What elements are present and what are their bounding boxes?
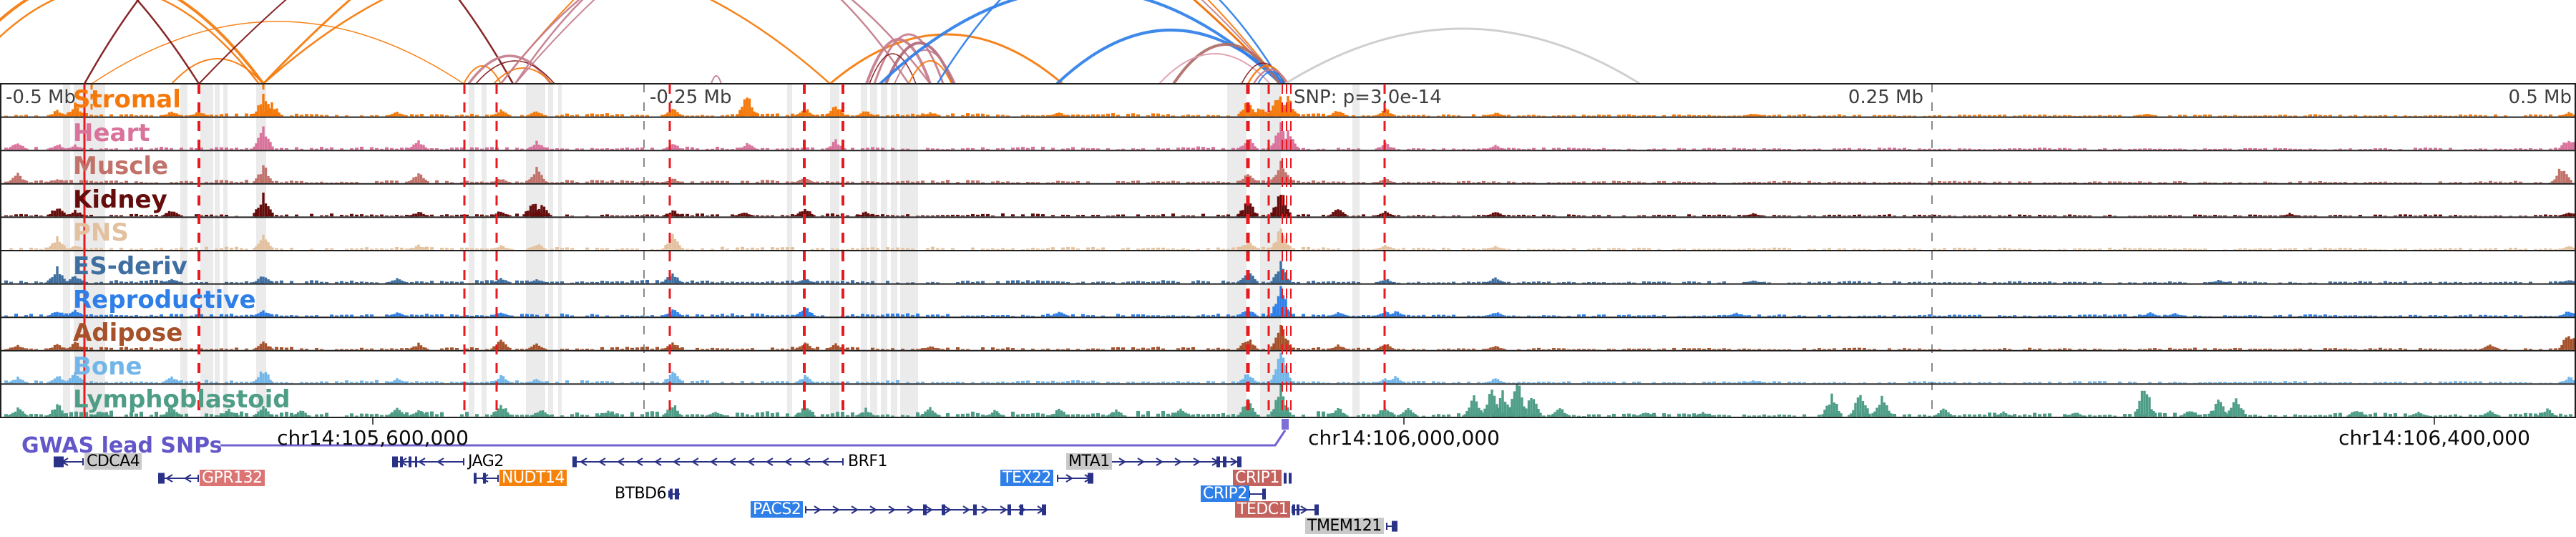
track-label-bone[interactable]: Bone: [73, 352, 142, 381]
coord-label-106000000: chr14:106,000,000: [1308, 426, 1500, 450]
interaction-arc: [467, 54, 552, 85]
interaction-arc: [869, 53, 917, 84]
track-area-frame: [0, 83, 2576, 418]
gene-GPR132: [158, 473, 199, 484]
interaction-arc: [0, 0, 265, 85]
gwas-connector-line: [220, 430, 1287, 447]
signal-track-Heart: [4, 122, 2576, 150]
gene-CRIP2: [1249, 488, 1266, 500]
gene-label-JAG2[interactable]: JAG2: [468, 453, 504, 470]
gene-label-CRIP2[interactable]: CRIP2: [1201, 485, 1249, 502]
signal-track-Lymphoblastoid: [4, 384, 2572, 417]
interaction-arc: [1252, 68, 1289, 84]
gene-label-TEX22[interactable]: TEX22: [1000, 470, 1053, 486]
gene-label-GPR132[interactable]: GPR132: [200, 470, 265, 486]
interaction-arc: [936, 0, 1284, 84]
track-label-heart[interactable]: Heart: [73, 118, 150, 147]
gene-BRF1: [572, 456, 844, 468]
ruler-label-025mb: 0.25 Mb: [1848, 87, 1923, 108]
interaction-arc: [463, 65, 502, 84]
interaction-arc: [884, 42, 955, 84]
track-label-muscle[interactable]: Muscle: [73, 152, 169, 181]
gene-label-PACS2[interactable]: PACS2: [751, 501, 804, 518]
track-label-kidney[interactable]: Kidney: [73, 185, 167, 214]
interaction-arc: [0, 0, 260, 84]
ruler-label-minus-05mb: -0.5 Mb: [6, 87, 76, 108]
interaction-arc: [493, 67, 553, 84]
gene-TEX22: [1057, 473, 1093, 484]
ruler-label-minus-025mb: -0.25 Mb: [650, 87, 732, 108]
signal-track-PNS: [9, 228, 2576, 250]
gene-label-CDCA4[interactable]: CDCA4: [84, 453, 142, 470]
interaction-arc: [171, 58, 264, 84]
interaction-arc: [500, 0, 931, 84]
signal-track-Bone: [4, 352, 2576, 384]
coord-label-105600000: chr14:105,600,000: [277, 426, 469, 450]
gwas-lead-snp-marker[interactable]: [1282, 419, 1289, 430]
gene-CRIP1: [1284, 473, 1292, 484]
interaction-arc: [1257, 71, 1286, 84]
gene-CDCA4: [54, 456, 84, 468]
track-label-pns[interactable]: PNS: [73, 218, 129, 248]
interaction-arc: [514, 0, 910, 84]
gene-label-TEDC1[interactable]: TEDC1: [1235, 501, 1291, 518]
gene-label-BTBD6[interactable]: BTBD6: [615, 485, 667, 503]
track-label-reproductive[interactable]: Reproductive: [73, 285, 256, 314]
gene-label-CRIP1[interactable]: CRIP1: [1233, 470, 1282, 486]
signal-track-Reproductive: [4, 286, 2576, 316]
interaction-arc: [879, 0, 1282, 85]
gene-MTA1: [1110, 456, 1241, 468]
gene-label-NUDT14[interactable]: NUDT14: [499, 470, 567, 486]
gene-label-TMEM121[interactable]: TMEM121: [1305, 518, 1384, 534]
interaction-arc: [263, 0, 831, 84]
interaction-arc: [91, 21, 464, 84]
interaction-arc: [475, 60, 555, 84]
track-label-stromal[interactable]: Stromal: [73, 85, 181, 114]
snp-pvalue-label: SNP: p=3.0e-14: [1294, 87, 1442, 108]
ruler-label-05mb: 0.5 Mb: [2508, 87, 2572, 108]
track-label-lymphoblastoid[interactable]: Lymphoblastoid: [73, 385, 291, 415]
gene-label-BRF1[interactable]: BRF1: [848, 453, 888, 470]
interaction-arc: [908, 60, 952, 84]
interaction-arc: [1284, 27, 1641, 85]
interaction-arc: [894, 49, 956, 84]
signal-track-Stromal: [4, 94, 2576, 117]
gene-TEDC1: [1292, 504, 1319, 516]
interaction-arc: [711, 75, 722, 84]
gene-JAG2: [392, 456, 464, 468]
gene-PACS2: [805, 504, 1046, 516]
gene-BTBD6: [668, 488, 680, 500]
track-label-adipose[interactable]: Adipose: [73, 319, 183, 348]
interaction-arc: [829, 33, 1063, 85]
signal-track-ES-deriv: [4, 261, 2576, 284]
coord-label-106400000: chr14:106,400,000: [2338, 426, 2530, 450]
track-label-es-deriv[interactable]: ES-deriv: [73, 252, 187, 281]
interaction-arc: [262, 0, 1282, 85]
signal-track-Muscle: [4, 160, 2572, 183]
gene-TMEM121: [1386, 521, 1397, 532]
gene-label-MTA1[interactable]: MTA1: [1066, 453, 1112, 470]
gene-NUDT14: [474, 473, 499, 484]
interaction-arc: [1055, 29, 1286, 85]
